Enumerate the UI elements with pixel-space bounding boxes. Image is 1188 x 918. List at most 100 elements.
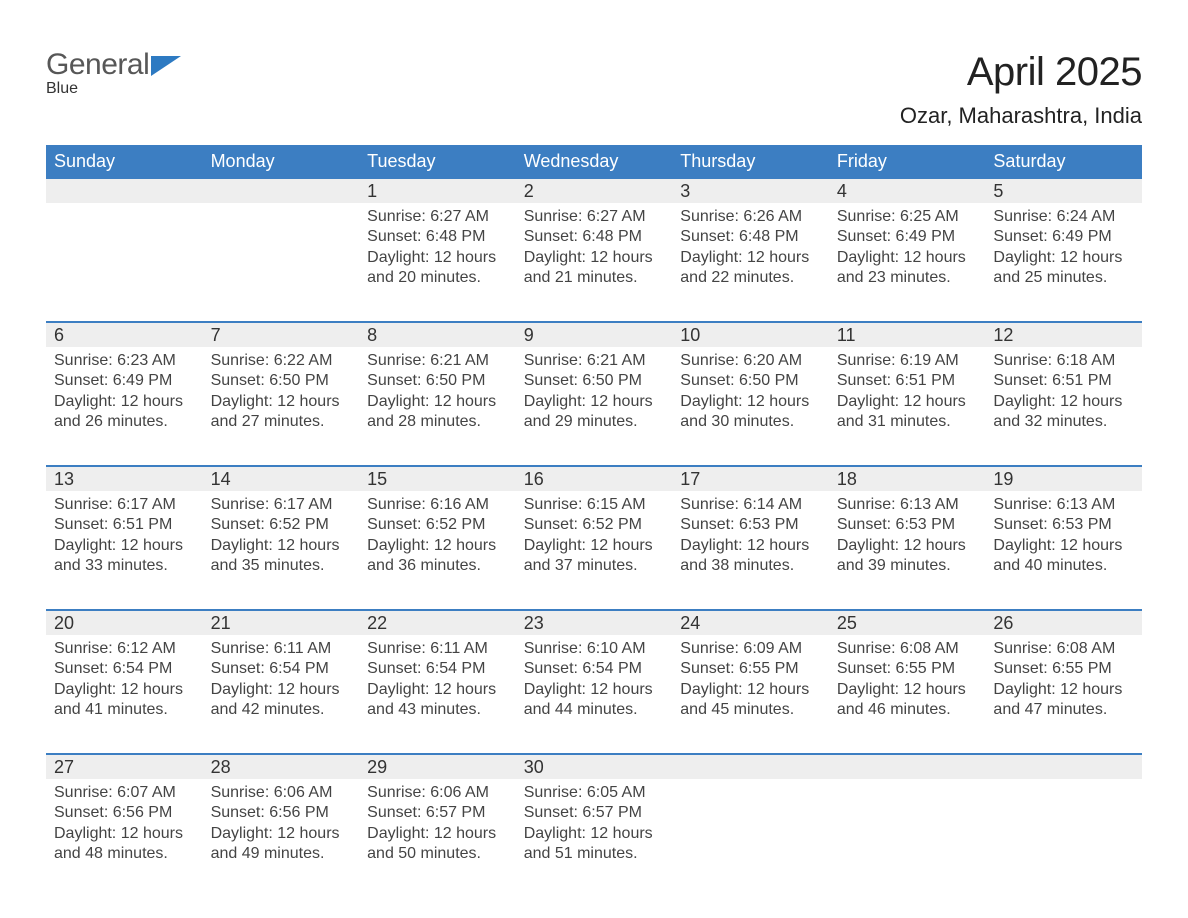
sunset-line: Sunset: 6:53 PM	[680, 515, 821, 535]
daylight-line-2: and 25 minutes.	[993, 268, 1134, 288]
daylight-line-1: Daylight: 12 hours	[367, 680, 508, 700]
calendar-day: 28Sunrise: 6:06 AMSunset: 6:56 PMDayligh…	[203, 755, 360, 897]
weekday-friday: Friday	[829, 145, 986, 179]
day-number: 24	[672, 611, 829, 635]
sunrise-line: Sunrise: 6:10 AM	[524, 639, 665, 659]
day-number: 17	[672, 467, 829, 491]
day-details: Sunrise: 6:09 AMSunset: 6:55 PMDaylight:…	[672, 635, 829, 727]
weeks-container: 1Sunrise: 6:27 AMSunset: 6:48 PMDaylight…	[46, 179, 1142, 897]
calendar-day: 23Sunrise: 6:10 AMSunset: 6:54 PMDayligh…	[516, 611, 673, 753]
daylight-line-2: and 32 minutes.	[993, 412, 1134, 432]
calendar-day	[829, 755, 986, 897]
weekday-thursday: Thursday	[672, 145, 829, 179]
calendar-day: 7Sunrise: 6:22 AMSunset: 6:50 PMDaylight…	[203, 323, 360, 465]
daylight-line-1: Daylight: 12 hours	[367, 536, 508, 556]
daylight-line-2: and 31 minutes.	[837, 412, 978, 432]
day-number: 8	[359, 323, 516, 347]
calendar-day: 29Sunrise: 6:06 AMSunset: 6:57 PMDayligh…	[359, 755, 516, 897]
daylight-line-1: Daylight: 12 hours	[211, 392, 352, 412]
calendar-day: 9Sunrise: 6:21 AMSunset: 6:50 PMDaylight…	[516, 323, 673, 465]
sunrise-line: Sunrise: 6:27 AM	[524, 207, 665, 227]
sunset-line: Sunset: 6:54 PM	[211, 659, 352, 679]
sunrise-line: Sunrise: 6:27 AM	[367, 207, 508, 227]
day-details: Sunrise: 6:06 AMSunset: 6:56 PMDaylight:…	[203, 779, 360, 871]
daylight-line-1: Daylight: 12 hours	[524, 824, 665, 844]
sunset-line: Sunset: 6:52 PM	[367, 515, 508, 535]
calendar-day: 14Sunrise: 6:17 AMSunset: 6:52 PMDayligh…	[203, 467, 360, 609]
day-details: Sunrise: 6:21 AMSunset: 6:50 PMDaylight:…	[516, 347, 673, 439]
sunrise-line: Sunrise: 6:22 AM	[211, 351, 352, 371]
brand-flag-icon	[151, 56, 181, 76]
sunset-line: Sunset: 6:55 PM	[837, 659, 978, 679]
sunrise-line: Sunrise: 6:09 AM	[680, 639, 821, 659]
daylight-line-1: Daylight: 12 hours	[54, 536, 195, 556]
daylight-line-2: and 47 minutes.	[993, 700, 1134, 720]
brand-part1: General	[46, 50, 149, 80]
day-details: Sunrise: 6:08 AMSunset: 6:55 PMDaylight:…	[829, 635, 986, 727]
sunrise-line: Sunrise: 6:11 AM	[367, 639, 508, 659]
day-number: 18	[829, 467, 986, 491]
daylight-line-1: Daylight: 12 hours	[211, 680, 352, 700]
daylight-line-2: and 39 minutes.	[837, 556, 978, 576]
sunset-line: Sunset: 6:49 PM	[993, 227, 1134, 247]
daylight-line-2: and 35 minutes.	[211, 556, 352, 576]
calendar-day: 27Sunrise: 6:07 AMSunset: 6:56 PMDayligh…	[46, 755, 203, 897]
calendar-day: 30Sunrise: 6:05 AMSunset: 6:57 PMDayligh…	[516, 755, 673, 897]
sunrise-line: Sunrise: 6:12 AM	[54, 639, 195, 659]
day-number: 12	[985, 323, 1142, 347]
daylight-line-2: and 28 minutes.	[367, 412, 508, 432]
day-details: Sunrise: 6:19 AMSunset: 6:51 PMDaylight:…	[829, 347, 986, 439]
calendar-day: 10Sunrise: 6:20 AMSunset: 6:50 PMDayligh…	[672, 323, 829, 465]
day-details: Sunrise: 6:17 AMSunset: 6:52 PMDaylight:…	[203, 491, 360, 583]
day-details: Sunrise: 6:27 AMSunset: 6:48 PMDaylight:…	[359, 203, 516, 295]
day-details: Sunrise: 6:16 AMSunset: 6:52 PMDaylight:…	[359, 491, 516, 583]
sunset-line: Sunset: 6:54 PM	[524, 659, 665, 679]
calendar-week: 6Sunrise: 6:23 AMSunset: 6:49 PMDaylight…	[46, 321, 1142, 465]
daylight-line-2: and 42 minutes.	[211, 700, 352, 720]
daylight-line-1: Daylight: 12 hours	[837, 680, 978, 700]
weekday-wednesday: Wednesday	[516, 145, 673, 179]
sunset-line: Sunset: 6:50 PM	[367, 371, 508, 391]
calendar-day: 20Sunrise: 6:12 AMSunset: 6:54 PMDayligh…	[46, 611, 203, 753]
daylight-line-1: Daylight: 12 hours	[54, 824, 195, 844]
sunrise-line: Sunrise: 6:06 AM	[367, 783, 508, 803]
calendar-day: 16Sunrise: 6:15 AMSunset: 6:52 PMDayligh…	[516, 467, 673, 609]
sunrise-line: Sunrise: 6:21 AM	[367, 351, 508, 371]
daylight-line-2: and 36 minutes.	[367, 556, 508, 576]
sunrise-line: Sunrise: 6:25 AM	[837, 207, 978, 227]
sunset-line: Sunset: 6:52 PM	[524, 515, 665, 535]
daylight-line-2: and 21 minutes.	[524, 268, 665, 288]
sunset-line: Sunset: 6:56 PM	[211, 803, 352, 823]
calendar-day: 6Sunrise: 6:23 AMSunset: 6:49 PMDaylight…	[46, 323, 203, 465]
calendar-day: 26Sunrise: 6:08 AMSunset: 6:55 PMDayligh…	[985, 611, 1142, 753]
day-details: Sunrise: 6:27 AMSunset: 6:48 PMDaylight:…	[516, 203, 673, 295]
day-number: 1	[359, 179, 516, 203]
sunset-line: Sunset: 6:48 PM	[680, 227, 821, 247]
calendar-day: 17Sunrise: 6:14 AMSunset: 6:53 PMDayligh…	[672, 467, 829, 609]
calendar-day: 8Sunrise: 6:21 AMSunset: 6:50 PMDaylight…	[359, 323, 516, 465]
sunrise-line: Sunrise: 6:16 AM	[367, 495, 508, 515]
day-details: Sunrise: 6:08 AMSunset: 6:55 PMDaylight:…	[985, 635, 1142, 727]
day-details: Sunrise: 6:18 AMSunset: 6:51 PMDaylight:…	[985, 347, 1142, 439]
daylight-line-1: Daylight: 12 hours	[837, 536, 978, 556]
sunset-line: Sunset: 6:55 PM	[680, 659, 821, 679]
calendar-day: 25Sunrise: 6:08 AMSunset: 6:55 PMDayligh…	[829, 611, 986, 753]
sunrise-line: Sunrise: 6:20 AM	[680, 351, 821, 371]
calendar-day: 2Sunrise: 6:27 AMSunset: 6:48 PMDaylight…	[516, 179, 673, 321]
day-details: Sunrise: 6:13 AMSunset: 6:53 PMDaylight:…	[985, 491, 1142, 583]
daylight-line-1: Daylight: 12 hours	[54, 680, 195, 700]
day-details: Sunrise: 6:24 AMSunset: 6:49 PMDaylight:…	[985, 203, 1142, 295]
day-number	[203, 179, 360, 203]
calendar-day: 24Sunrise: 6:09 AMSunset: 6:55 PMDayligh…	[672, 611, 829, 753]
day-number: 28	[203, 755, 360, 779]
sunset-line: Sunset: 6:50 PM	[211, 371, 352, 391]
sunrise-line: Sunrise: 6:21 AM	[524, 351, 665, 371]
sunrise-line: Sunrise: 6:19 AM	[837, 351, 978, 371]
day-number: 6	[46, 323, 203, 347]
day-number: 13	[46, 467, 203, 491]
daylight-line-2: and 50 minutes.	[367, 844, 508, 864]
daylight-line-1: Daylight: 12 hours	[367, 824, 508, 844]
sunrise-line: Sunrise: 6:08 AM	[837, 639, 978, 659]
day-number: 19	[985, 467, 1142, 491]
daylight-line-1: Daylight: 12 hours	[680, 680, 821, 700]
